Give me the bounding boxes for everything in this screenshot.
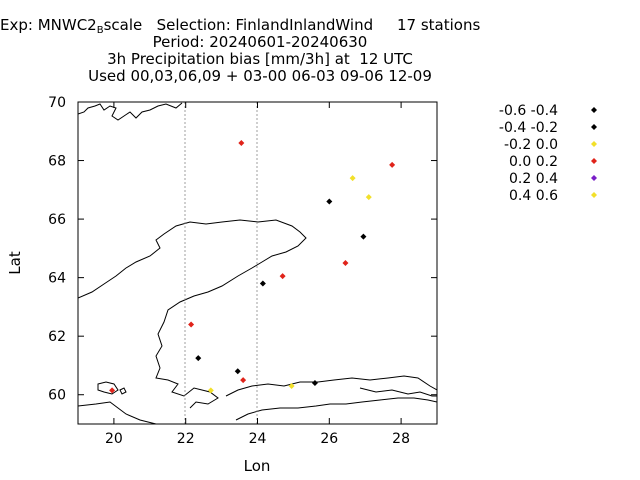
legend: -0.6 -0.4-0.4 -0.2-0.2 0.00.0 0.20.2 0.4… [499,103,597,204]
legend-marker [591,124,597,130]
station-point [109,387,116,394]
station-point [326,198,333,205]
coastline-estonia [235,397,437,421]
x-axis-label: Lon [244,457,271,475]
period-label: Period: 20240601-20240630 [152,33,368,51]
x-tick-label: 24 [249,431,267,447]
plot-frame [77,101,438,425]
station-point [288,382,295,389]
exp-prefix: Exp: MNWC2 [0,16,97,34]
y-tick-label: 70 [48,95,66,111]
coastline-gulf-inner [359,387,437,397]
coastline-bothnia [78,219,307,409]
station-point [207,387,214,394]
station-count: 17 stations [396,16,481,34]
station-point [238,139,245,146]
used-hours-label: Used 00,03,06,09 + 03-00 06-03 09-06 12-… [88,67,432,85]
station-point [240,377,247,384]
aland-islands [97,381,119,395]
station-point [349,175,356,182]
legend-label: -0.6 -0.4 [499,103,558,119]
legend-marker [591,107,597,113]
y-tick-label: 60 [48,388,66,404]
legend-marker [591,175,597,181]
aland-islet [119,387,127,395]
x-tick-label: 20 [105,431,123,447]
legend-label: 0.2 0.4 [509,171,558,187]
station-point [311,380,318,387]
station-point [195,355,202,362]
x-tick-label: 28 [392,431,410,447]
y-tick-label: 68 [48,154,66,170]
station-point [365,194,372,201]
exp-subscript: B [96,25,104,36]
coastline-sweden-south [78,401,157,424]
selection-label: Selection: FinlandInlandWind [156,16,374,34]
experiment-title: Exp: MNWC2Bscale Selection: FinlandInlan… [0,16,480,36]
legend-label: 0.0 0.2 [509,154,558,170]
station-point [360,233,367,240]
coastline-north [78,102,183,121]
legend-marker [591,192,597,198]
x-tick-label: 22 [177,431,195,447]
coastline-layer [78,102,437,424]
data-points [109,139,396,394]
y-axis-label: Lat [6,251,24,275]
station-point [342,260,349,266]
chart-title: 3h Precipitation bias [mm/3h] at 12 UTC [107,50,413,68]
axis-ticks: 20 22 24 26 28 60 62 64 66 68 70 [48,95,437,447]
station-point [259,280,266,287]
y-tick-label: 66 [48,212,66,228]
legend-label: -0.4 -0.2 [499,120,558,136]
grid-lines [184,102,258,424]
station-point [389,161,396,168]
coastline-south-finland [225,375,437,397]
y-tick-label: 62 [48,329,66,345]
station-point [279,273,286,280]
exp-suffix: scale [103,16,143,34]
x-tick-label: 26 [320,431,338,447]
legend-label: 0.4 0.6 [509,188,558,204]
station-point [234,368,241,375]
station-point [188,321,195,328]
legend-marker [591,158,597,164]
legend-label: -0.2 0.0 [504,137,558,153]
y-tick-label: 64 [48,271,66,287]
legend-marker [591,141,597,147]
